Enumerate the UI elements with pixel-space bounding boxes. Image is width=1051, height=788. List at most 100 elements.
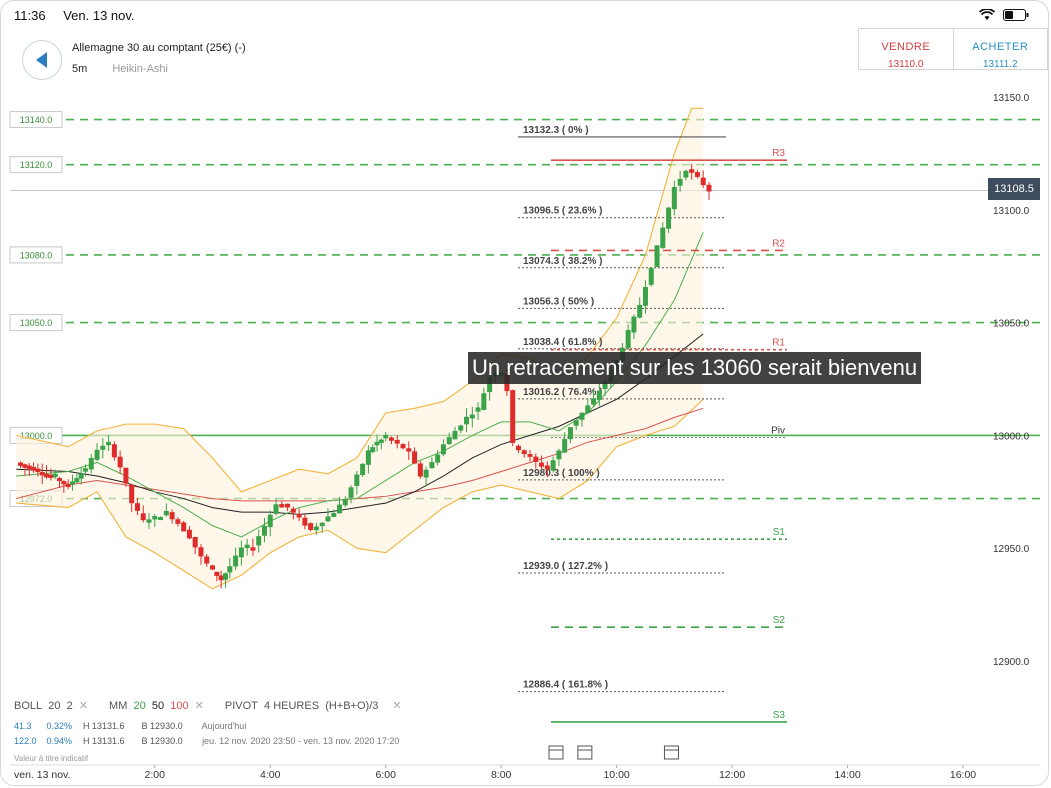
- instrument-info: 5m Heikin-Ashi: [72, 63, 168, 75]
- status-date: Ven. 13 nov.: [63, 8, 135, 23]
- candle-body: [123, 467, 129, 484]
- pivot-legend[interactable]: PIVOT 4 HEURES (H+B+O)/3: [224, 700, 379, 712]
- candle-body: [106, 441, 112, 446]
- wifi-icon: [979, 9, 995, 20]
- candle-body: [706, 184, 712, 192]
- analysis-overlay-text: Un retracement sur les 13060 serait bien…: [468, 352, 922, 384]
- candle-body: [354, 474, 360, 486]
- buy-label: ACHETER: [972, 41, 1029, 53]
- candle-body: [446, 437, 452, 445]
- x-tick-label: 16:00: [950, 769, 976, 781]
- fibonacci-label: 13016.2 ( 76.4% ): [523, 387, 603, 398]
- candle-body: [394, 439, 400, 444]
- sell-label: VENDRE: [881, 41, 931, 53]
- candle-body: [78, 473, 84, 479]
- candle-body: [579, 412, 585, 420]
- fibonacci-label: 13132.3 ( 0% ): [523, 125, 589, 136]
- candle-body: [510, 390, 516, 443]
- candle-body: [591, 398, 597, 405]
- candle-body: [378, 439, 384, 443]
- timeframe-selector[interactable]: 5m: [72, 63, 88, 75]
- fibonacci-label: 13038.4 ( 61.8% ): [523, 337, 603, 348]
- candle-body: [129, 484, 135, 504]
- candle-body: [186, 529, 192, 539]
- boll-remove-icon[interactable]: ✕: [78, 700, 88, 712]
- candle-body: [238, 547, 244, 558]
- candle-body: [70, 481, 76, 485]
- candle-body: [374, 441, 380, 446]
- candle-body: [233, 555, 239, 567]
- candle-body: [464, 416, 470, 425]
- mm-legend[interactable]: MM 20 50 100: [109, 700, 189, 712]
- indicative-note: Valeur à titre indicatif: [14, 754, 89, 763]
- candle-body: [550, 460, 556, 471]
- x-tick-label: 6:00: [375, 769, 396, 781]
- candle-body: [140, 513, 146, 521]
- candle-body: [539, 462, 545, 467]
- candle-body: [313, 526, 319, 531]
- bollinger-upper-line: [16, 107, 704, 493]
- status-time: 11:36: [14, 8, 46, 23]
- x-tick-label: ven. 13 nov.: [14, 769, 70, 781]
- buy-button[interactable]: ACHETER 13111.2: [954, 29, 1048, 70]
- candle-body: [169, 512, 175, 520]
- candle-body: [556, 450, 562, 460]
- calendar-event-icon: [577, 745, 593, 760]
- candle-body: [152, 516, 158, 520]
- candle-body: [515, 445, 521, 451]
- boll-legend[interactable]: BOLL 20 2: [14, 700, 73, 712]
- candle-body: [256, 536, 262, 546]
- candle-body: [331, 513, 337, 517]
- fibonacci-label: 12886.4 ( 161.8% ): [523, 680, 608, 691]
- candle-body: [222, 573, 228, 580]
- buy-price: 13111.2: [982, 59, 1018, 70]
- mm-remove-icon[interactable]: ✕: [194, 700, 204, 712]
- candle-body: [562, 438, 568, 453]
- pivot-label: S1: [773, 527, 786, 538]
- candle-body: [388, 437, 394, 441]
- candle-body: [660, 227, 666, 248]
- battery-icon: [1003, 9, 1029, 21]
- pivot-label: S2: [773, 615, 786, 626]
- calendar-event-icon: [548, 745, 564, 760]
- candle-body: [267, 514, 273, 528]
- pivot-remove-icon[interactable]: ✕: [392, 700, 402, 712]
- candle-body: [637, 304, 643, 318]
- chart-type-selector[interactable]: Heikin-Ashi: [112, 63, 168, 75]
- candle-body: [181, 522, 187, 532]
- level-label: 13080.0: [20, 250, 53, 260]
- candle-body: [642, 287, 648, 306]
- candle-body: [192, 536, 198, 548]
- candle-body: [469, 414, 475, 419]
- level-label-box: [9, 111, 63, 129]
- current-price-tag: 13108.5: [988, 178, 1040, 200]
- candle-body: [273, 504, 279, 514]
- candle-body: [337, 504, 343, 514]
- candle-body: [435, 454, 441, 463]
- sell-button[interactable]: VENDRE 13110.0: [859, 29, 954, 70]
- x-tick-label: 10:00: [603, 769, 629, 781]
- ma20-line: [16, 232, 704, 538]
- fibonacci-label: 12980.3 ( 100% ): [523, 468, 600, 479]
- candle-body: [134, 503, 140, 511]
- candle-body: [22, 464, 28, 468]
- candle-body: [475, 407, 481, 412]
- level-label-box: [9, 246, 63, 264]
- candle-body: [406, 448, 412, 452]
- candle-body: [227, 566, 233, 573]
- candle-body: [26, 465, 32, 469]
- candle-body: [94, 449, 100, 460]
- candle-body: [250, 547, 256, 551]
- candle-body: [57, 478, 63, 482]
- candle-body: [285, 503, 291, 508]
- candle-body: [585, 405, 591, 414]
- back-button[interactable]: [22, 40, 62, 80]
- candle-body: [279, 504, 285, 508]
- candle-body: [146, 519, 152, 523]
- candle-body: [214, 571, 220, 576]
- candle-body: [487, 377, 493, 393]
- pivot-label: S3: [773, 710, 786, 721]
- candle-body: [631, 316, 637, 333]
- candle-body: [567, 427, 573, 440]
